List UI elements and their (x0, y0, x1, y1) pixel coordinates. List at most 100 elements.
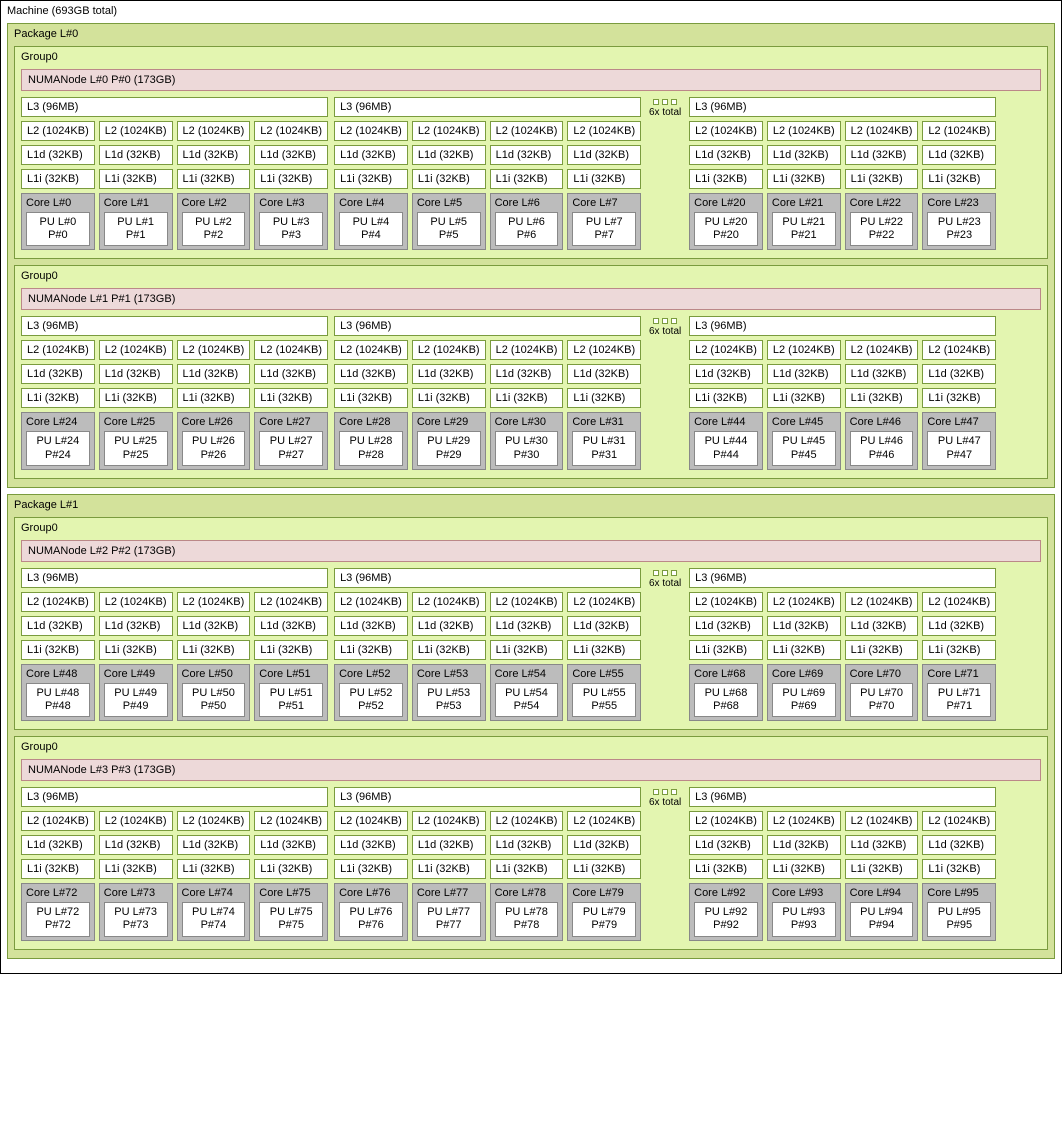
cache-box: L1i (32KB) (767, 169, 841, 189)
cache-box: L2 (1024KB) (99, 592, 173, 612)
core-label: Core L#2 (182, 197, 246, 209)
core-label: Core L#7 (572, 197, 636, 209)
cache-box: L1i (32KB) (334, 640, 408, 660)
l3-block: L3 (96MB)L2 (1024KB)L2 (1024KB)L2 (1024K… (689, 787, 996, 940)
package-box: Package L#1Group0NUMANode L#2 P#2 (173GB… (7, 494, 1055, 959)
pu-box: PU L#0P#0 (26, 212, 90, 246)
pu-box: PU L#7P#7 (572, 212, 636, 246)
cache-box: L2 (1024KB) (689, 340, 763, 360)
l3-cache: L3 (96MB) (21, 316, 328, 336)
cache-row: L2 (1024KB)L2 (1024KB)L2 (1024KB)L2 (102… (334, 340, 641, 360)
cache-box: L1d (32KB) (689, 616, 763, 636)
package-label: Package L#0 (14, 28, 1048, 40)
cache-box: L1d (32KB) (334, 616, 408, 636)
core-label: Core L#6 (495, 197, 559, 209)
pu-box: PU L#21P#21 (772, 212, 836, 246)
cache-box: L2 (1024KB) (412, 121, 486, 141)
core-label: Core L#72 (26, 887, 90, 899)
cache-box: L1i (32KB) (490, 388, 564, 408)
group-label: Group0 (21, 741, 1041, 753)
cache-box: L1i (32KB) (21, 640, 95, 660)
cache-box: L2 (1024KB) (922, 121, 996, 141)
core-row: Core L#52PU L#52P#52Core L#53PU L#53P#53… (334, 664, 641, 721)
cache-box: L1i (32KB) (845, 859, 919, 879)
cache-box: L1i (32KB) (21, 859, 95, 879)
l3-row: L3 (96MB)L2 (1024KB)L2 (1024KB)L2 (1024K… (21, 568, 1041, 721)
group-box: Group0NUMANode L#3 P#3 (173GB)L3 (96MB)L… (14, 736, 1048, 949)
cache-row: L1i (32KB)L1i (32KB)L1i (32KB)L1i (32KB) (21, 859, 328, 879)
cache-box: L1i (32KB) (490, 640, 564, 660)
cache-row: L2 (1024KB)L2 (1024KB)L2 (1024KB)L2 (102… (21, 340, 328, 360)
cache-box: L1d (32KB) (767, 145, 841, 165)
cache-box: L1i (32KB) (412, 640, 486, 660)
cache-row: L1d (32KB)L1d (32KB)L1d (32KB)L1d (32KB) (21, 616, 328, 636)
cache-box: L2 (1024KB) (689, 121, 763, 141)
cache-row: L1i (32KB)L1i (32KB)L1i (32KB)L1i (32KB) (21, 640, 328, 660)
l3-block: L3 (96MB)L2 (1024KB)L2 (1024KB)L2 (1024K… (689, 97, 996, 250)
core-box: Core L#28PU L#28P#28 (334, 412, 408, 469)
cache-box: L1d (32KB) (99, 616, 173, 636)
core-label: Core L#54 (495, 668, 559, 680)
cache-box: L1i (32KB) (567, 640, 641, 660)
cache-box: L1d (32KB) (334, 145, 408, 165)
cache-box: L1d (32KB) (99, 364, 173, 384)
cache-box: L1i (32KB) (689, 859, 763, 879)
cache-row: L1i (32KB)L1i (32KB)L1i (32KB)L1i (32KB) (689, 640, 996, 660)
pu-box: PU L#72P#72 (26, 902, 90, 936)
cache-row: L2 (1024KB)L2 (1024KB)L2 (1024KB)L2 (102… (689, 811, 996, 831)
ellipsis-dots (653, 318, 677, 324)
cache-box: L1i (32KB) (254, 388, 328, 408)
core-label: Core L#95 (927, 887, 991, 899)
cache-box: L2 (1024KB) (845, 340, 919, 360)
numa-node: NUMANode L#2 P#2 (173GB) (21, 540, 1041, 562)
cache-box: L2 (1024KB) (412, 592, 486, 612)
cache-box: L1d (32KB) (922, 835, 996, 855)
cache-box: L1i (32KB) (412, 859, 486, 879)
pu-box: PU L#48P#48 (26, 683, 90, 717)
l3-block: L3 (96MB)L2 (1024KB)L2 (1024KB)L2 (1024K… (21, 787, 328, 940)
cache-box: L1i (32KB) (767, 640, 841, 660)
cache-box: L1i (32KB) (334, 169, 408, 189)
cache-box: L1i (32KB) (177, 388, 251, 408)
cache-box: L2 (1024KB) (254, 592, 328, 612)
pu-box: PU L#95P#95 (927, 902, 991, 936)
cache-box: L1i (32KB) (567, 169, 641, 189)
group-label: Group0 (21, 522, 1041, 534)
cache-box: L1d (32KB) (845, 616, 919, 636)
core-box: Core L#79PU L#79P#79 (567, 883, 641, 940)
group-label: Group0 (21, 51, 1041, 63)
cache-row: L1d (32KB)L1d (32KB)L1d (32KB)L1d (32KB) (21, 364, 328, 384)
cache-box: L1i (32KB) (689, 169, 763, 189)
core-box: Core L#23PU L#23P#23 (922, 193, 996, 250)
cache-box: L1i (32KB) (99, 859, 173, 879)
cache-row: L1d (32KB)L1d (32KB)L1d (32KB)L1d (32KB) (334, 145, 641, 165)
core-label: Core L#94 (850, 887, 914, 899)
core-label: Core L#4 (339, 197, 403, 209)
cache-box: L1d (32KB) (254, 835, 328, 855)
core-label: Core L#53 (417, 668, 481, 680)
pu-box: PU L#30P#30 (495, 431, 559, 465)
pu-box: PU L#25P#25 (104, 431, 168, 465)
cache-box: L2 (1024KB) (567, 121, 641, 141)
core-row: Core L#20PU L#20P#20Core L#21PU L#21P#21… (689, 193, 996, 250)
cache-box: L1d (32KB) (767, 616, 841, 636)
cache-box: L1d (32KB) (177, 616, 251, 636)
cache-box: L1d (32KB) (845, 835, 919, 855)
cache-box: L2 (1024KB) (845, 121, 919, 141)
cache-box: L1i (32KB) (922, 859, 996, 879)
pu-box: PU L#20P#20 (694, 212, 758, 246)
core-box: Core L#26PU L#26P#26 (177, 412, 251, 469)
core-box: Core L#93PU L#93P#93 (767, 883, 841, 940)
core-box: Core L#2PU L#2P#2 (177, 193, 251, 250)
core-label: Core L#93 (772, 887, 836, 899)
cache-box: L1d (32KB) (412, 145, 486, 165)
cache-box: L1d (32KB) (177, 364, 251, 384)
cache-box: L2 (1024KB) (99, 121, 173, 141)
core-label: Core L#28 (339, 416, 403, 428)
cache-box: L1i (32KB) (922, 169, 996, 189)
cache-box: L1d (32KB) (567, 616, 641, 636)
core-label: Core L#27 (259, 416, 323, 428)
pu-box: PU L#24P#24 (26, 431, 90, 465)
cache-box: L2 (1024KB) (922, 340, 996, 360)
cache-box: L1d (32KB) (689, 835, 763, 855)
